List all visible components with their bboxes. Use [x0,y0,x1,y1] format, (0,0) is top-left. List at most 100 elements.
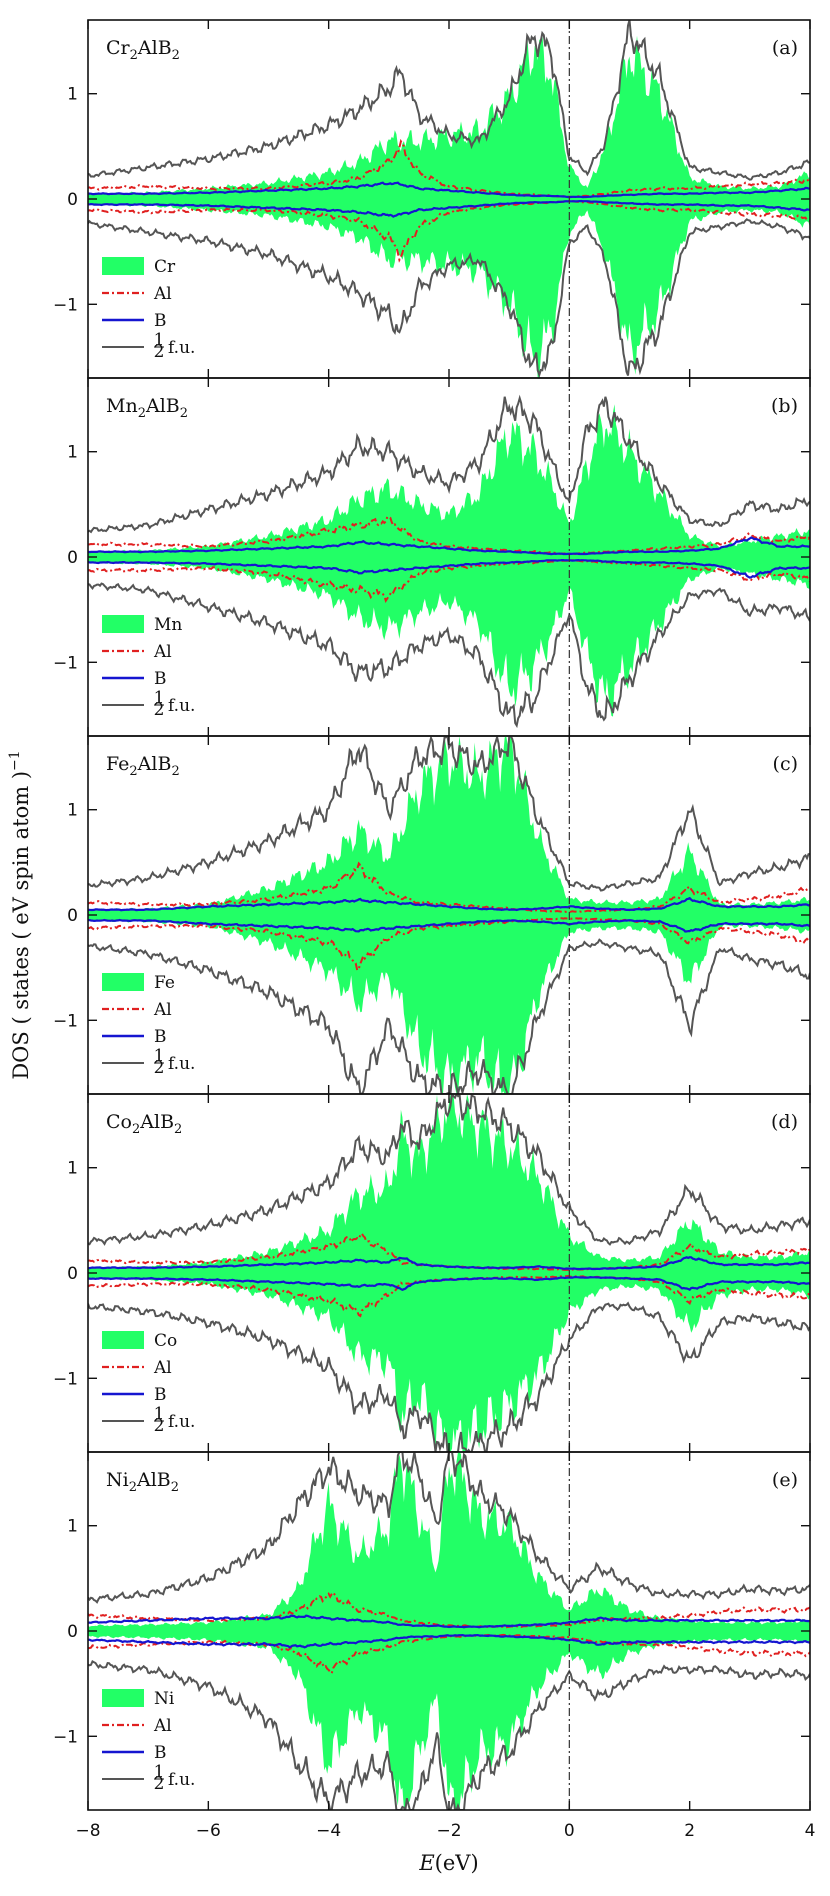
legend-swatch-tm [102,615,144,633]
legend-label-b: B [154,1027,167,1047]
legend-label-total: f.u. [168,1054,195,1074]
al-dos-line-down [88,559,810,603]
legend-label-total: f.u. [168,1770,195,1790]
total-dos-line-down [88,218,810,378]
panel-title: Mn2AlB2 [106,395,188,421]
al-dos-line-down [88,200,810,263]
x-tick-label: −6 [196,1821,221,1841]
legend-swatch-tm [102,257,144,275]
panel-tag: (a) [772,37,798,59]
total-dos-line-down [88,1660,810,1810]
legend-frac-num: 1 [154,688,165,708]
legend-label-b: B [154,669,167,689]
total-dos-line-up [88,1094,810,1246]
y-tick-label: −1 [53,1011,78,1031]
legend: Ni Al B12 f.u. [102,1689,195,1794]
y-tick-label: 1 [67,1159,78,1179]
x-tick-label: −2 [436,1821,461,1841]
legend-label-al: Al [153,284,172,304]
y-tick-label: 0 [67,1622,78,1642]
y-tick-label: 1 [67,801,78,821]
legend-frac-num: 1 [154,1046,165,1066]
legend-label-tm: Co [154,1331,177,1351]
panel-title: Co2AlB2 [106,1111,182,1137]
tm-dos-area-down [88,1631,810,1810]
panel-title: Cr2AlB2 [106,37,180,63]
legend-swatch-tm [102,1689,144,1707]
legend-swatch-tm [102,973,144,991]
legend: Cr Al B12 f.u. [102,257,195,362]
al-dos-line-up [88,138,810,198]
al-dos-line-down [88,1633,810,1676]
legend-frac-num: 1 [154,1404,165,1424]
x-tick-label: 2 [684,1821,695,1841]
legend-label-tm: Ni [154,1689,175,1709]
b-dos-line-down [88,1275,810,1292]
total-dos-line-up [88,20,810,181]
y-axis-label: DOS ( states ( eV spin atom )−1 [7,750,33,1079]
b-dos-line-down [88,918,810,933]
y-tick-label: 1 [67,443,78,463]
b-dos-line-up [88,181,810,199]
total-dos-line-up [88,736,810,892]
al-dos-line-up [88,515,810,556]
y-tick-label: −1 [53,1369,78,1389]
plot-area [88,1094,810,1452]
tm-dos-area-up [88,1452,810,1631]
legend-label-total: f.u. [168,696,195,716]
b-dos-line-up [88,1614,810,1629]
plot-area [88,1452,810,1810]
panel-title: Ni2AlB2 [106,1469,179,1495]
legend: Co Al B12 f.u. [102,1331,195,1436]
total-dos-line-up [88,394,810,534]
legend-frac-den: 2 [154,1058,165,1078]
plot-area [88,736,810,1094]
panel-tag: (c) [773,753,798,775]
tm-dos-area-up [88,404,810,557]
y-tick-label: −1 [53,653,78,673]
legend-label-al: Al [153,642,172,662]
legend-label-b: B [154,1743,167,1763]
b-dos-line-down [88,558,810,579]
y-tick-label: 1 [67,1517,78,1537]
legend-label-tm: Cr [154,257,176,277]
tm-dos-area-down [88,915,810,1094]
legend-frac-den: 2 [154,1774,165,1794]
legend-frac-num: 1 [154,1762,165,1782]
legend-label-al: Al [153,1716,172,1736]
al-dos-line-up [88,1590,810,1629]
panel-tag: (e) [772,1469,798,1491]
b-dos-line-down [88,199,810,218]
y-tick-label: 1 [67,85,78,105]
plot-area [88,394,810,729]
plot-area [88,20,810,378]
al-dos-line-down [88,917,810,973]
y-tick-label: −1 [53,295,78,315]
b-dos-line-down [88,1633,810,1649]
legend-frac-num: 1 [154,330,165,350]
x-tick-label: −4 [316,1821,341,1841]
panel-tag: (b) [771,395,798,417]
y-tick-label: 0 [67,1264,78,1284]
y-tick-label: 0 [67,548,78,568]
legend-label-tm: Mn [154,615,182,635]
legend: Fe Al B12 f.u. [102,973,195,1078]
y-tick-label: −1 [53,1727,78,1747]
legend-frac-den: 2 [154,1416,165,1436]
total-dos-line-down [88,1301,810,1452]
legend-label-b: B [154,311,167,331]
tm-dos-area-down [88,1273,810,1452]
legend-label-al: Al [153,1358,172,1378]
total-dos-line-down [88,582,810,729]
legend-swatch-tm [102,1331,144,1349]
al-dos-line-up [88,861,810,914]
tm-dos-area-up [88,1094,810,1273]
legend-frac-den: 2 [154,700,165,720]
x-tick-label: −8 [75,1821,100,1841]
y-tick-label: 0 [67,190,78,210]
x-tick-label: 0 [564,1821,575,1841]
